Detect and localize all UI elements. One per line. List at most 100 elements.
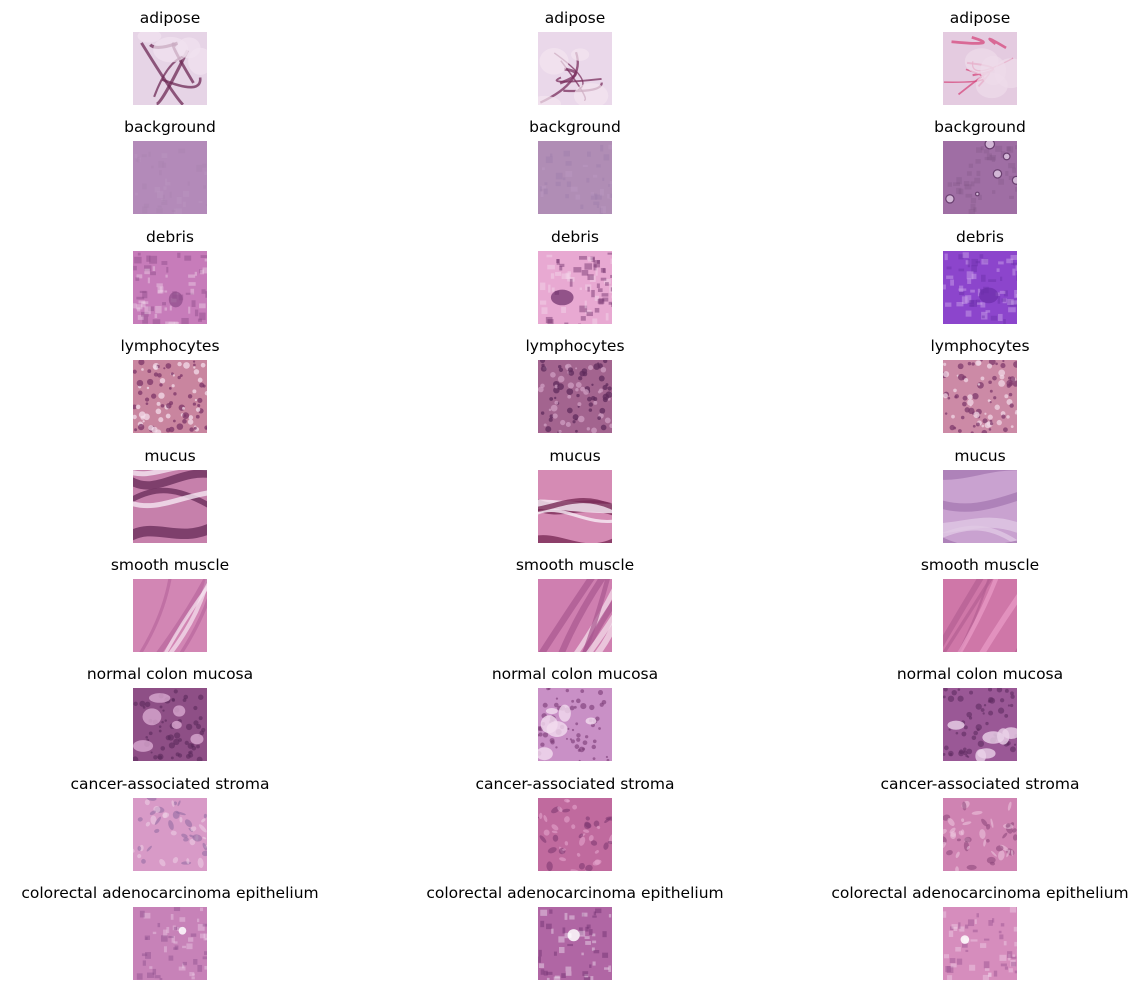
tissue-texture — [133, 250, 207, 324]
image-panel: smooth muscle — [395, 551, 755, 652]
tissue-image-tile — [538, 797, 612, 871]
tissue-texture — [133, 32, 207, 105]
image-panel: colorectal adenocarcinoma epithelium — [395, 879, 755, 981]
tissue-texture — [943, 797, 1017, 871]
tissue-texture — [943, 360, 1017, 434]
panel-title: smooth muscle — [920, 556, 1040, 574]
tissue-image-tile — [538, 250, 612, 324]
tissue-texture — [133, 469, 207, 543]
panel-title: colorectal adenocarcinoma epithelium — [426, 884, 724, 903]
panel-title: adipose — [949, 9, 1011, 27]
tissue-texture — [538, 360, 612, 434]
tissue-image-tile — [133, 797, 207, 871]
tissue-image-tile — [943, 250, 1017, 324]
panel-title: mucus — [954, 446, 1006, 465]
tissue-texture — [133, 688, 207, 762]
image-panel: debris — [800, 223, 1148, 324]
tissue-texture — [538, 907, 612, 981]
panel-title: debris — [146, 227, 194, 246]
panel-title: background — [934, 118, 1026, 137]
tissue-texture — [943, 141, 1017, 215]
tissue-image-tile — [943, 141, 1017, 215]
tissue-image-tile — [133, 250, 207, 324]
tissue-image-tile — [538, 579, 612, 652]
tissue-texture — [943, 907, 1017, 981]
tissue-texture — [943, 32, 1017, 105]
image-panel: normal colon mucosa — [0, 660, 350, 762]
tissue-texture — [538, 141, 612, 215]
image-panel: debris — [0, 223, 350, 324]
panel-title: lymphocytes — [525, 337, 625, 356]
tissue-image-tile — [133, 688, 207, 762]
tissue-image-tile — [943, 579, 1017, 652]
tissue-image-tile — [943, 469, 1017, 543]
image-panel: colorectal adenocarcinoma epithelium — [0, 879, 350, 981]
tissue-image-tile — [943, 360, 1017, 434]
tissue-texture — [943, 469, 1017, 543]
image-panel: background — [800, 113, 1148, 215]
tissue-image-tile — [133, 579, 207, 652]
tissue-image-tile — [943, 797, 1017, 871]
image-panel: background — [395, 113, 755, 215]
tissue-texture — [133, 360, 207, 434]
image-panel: adipose — [395, 4, 755, 105]
image-panel: smooth muscle — [800, 551, 1148, 652]
image-panel: colorectal adenocarcinoma epithelium — [800, 879, 1148, 981]
tissue-texture — [538, 469, 612, 543]
panel-title: adipose — [544, 9, 606, 27]
tissue-texture — [538, 579, 612, 652]
tissue-texture — [943, 250, 1017, 324]
image-panel: adipose — [0, 4, 350, 105]
image-panel: mucus — [800, 442, 1148, 543]
panel-title: lymphocytes — [930, 337, 1030, 356]
panel-title: normal colon mucosa — [491, 665, 659, 684]
tissue-texture — [538, 32, 612, 105]
panel-title: cancer-associated stroma — [880, 774, 1080, 793]
tissue-image-tile — [538, 688, 612, 762]
tissue-image-tile — [133, 907, 207, 981]
tissue-texture — [538, 250, 612, 324]
panel-title: normal colon mucosa — [896, 665, 1064, 684]
panel-title: cancer-associated stroma — [70, 774, 270, 793]
image-panel: background — [0, 113, 350, 215]
panel-title: smooth muscle — [110, 556, 230, 574]
panel-title: colorectal adenocarcinoma epithelium — [831, 884, 1129, 903]
image-panel: smooth muscle — [0, 551, 350, 652]
image-panel: debris — [395, 223, 755, 324]
image-panel: lymphocytes — [395, 332, 755, 434]
image-panel: normal colon mucosa — [395, 660, 755, 762]
tissue-texture — [943, 688, 1017, 762]
tissue-image-tile — [538, 141, 612, 215]
image-panel: cancer-associated stroma — [800, 770, 1148, 871]
tissue-texture — [133, 141, 207, 215]
panel-title: colorectal adenocarcinoma epithelium — [21, 884, 319, 903]
tissue-image-tile — [133, 469, 207, 543]
tissue-image-tile — [943, 907, 1017, 981]
image-panel: mucus — [0, 442, 350, 543]
panel-title: debris — [551, 227, 599, 246]
tissue-texture — [133, 579, 207, 652]
image-panel: cancer-associated stroma — [395, 770, 755, 871]
panel-title: cancer-associated stroma — [475, 774, 675, 793]
image-panel: cancer-associated stroma — [0, 770, 350, 871]
panel-title: debris — [956, 227, 1004, 246]
tissue-image-tile — [538, 469, 612, 543]
panel-title: background — [124, 118, 216, 137]
tissue-image-tile — [133, 32, 207, 105]
panel-title: lymphocytes — [120, 337, 220, 356]
image-panel: mucus — [395, 442, 755, 543]
tissue-image-tile — [943, 688, 1017, 762]
panel-title: mucus — [144, 446, 196, 465]
tissue-image-tile — [133, 360, 207, 434]
panel-title: background — [529, 118, 621, 137]
image-panel: adipose — [800, 4, 1148, 105]
panel-title: mucus — [549, 446, 601, 465]
tissue-image-tile — [538, 360, 612, 434]
panel-title: smooth muscle — [515, 556, 635, 574]
tissue-texture — [133, 907, 207, 981]
image-panel: normal colon mucosa — [800, 660, 1148, 762]
tissue-texture — [133, 797, 207, 871]
tissue-image-tile — [943, 32, 1017, 105]
image-panel: lymphocytes — [0, 332, 350, 434]
